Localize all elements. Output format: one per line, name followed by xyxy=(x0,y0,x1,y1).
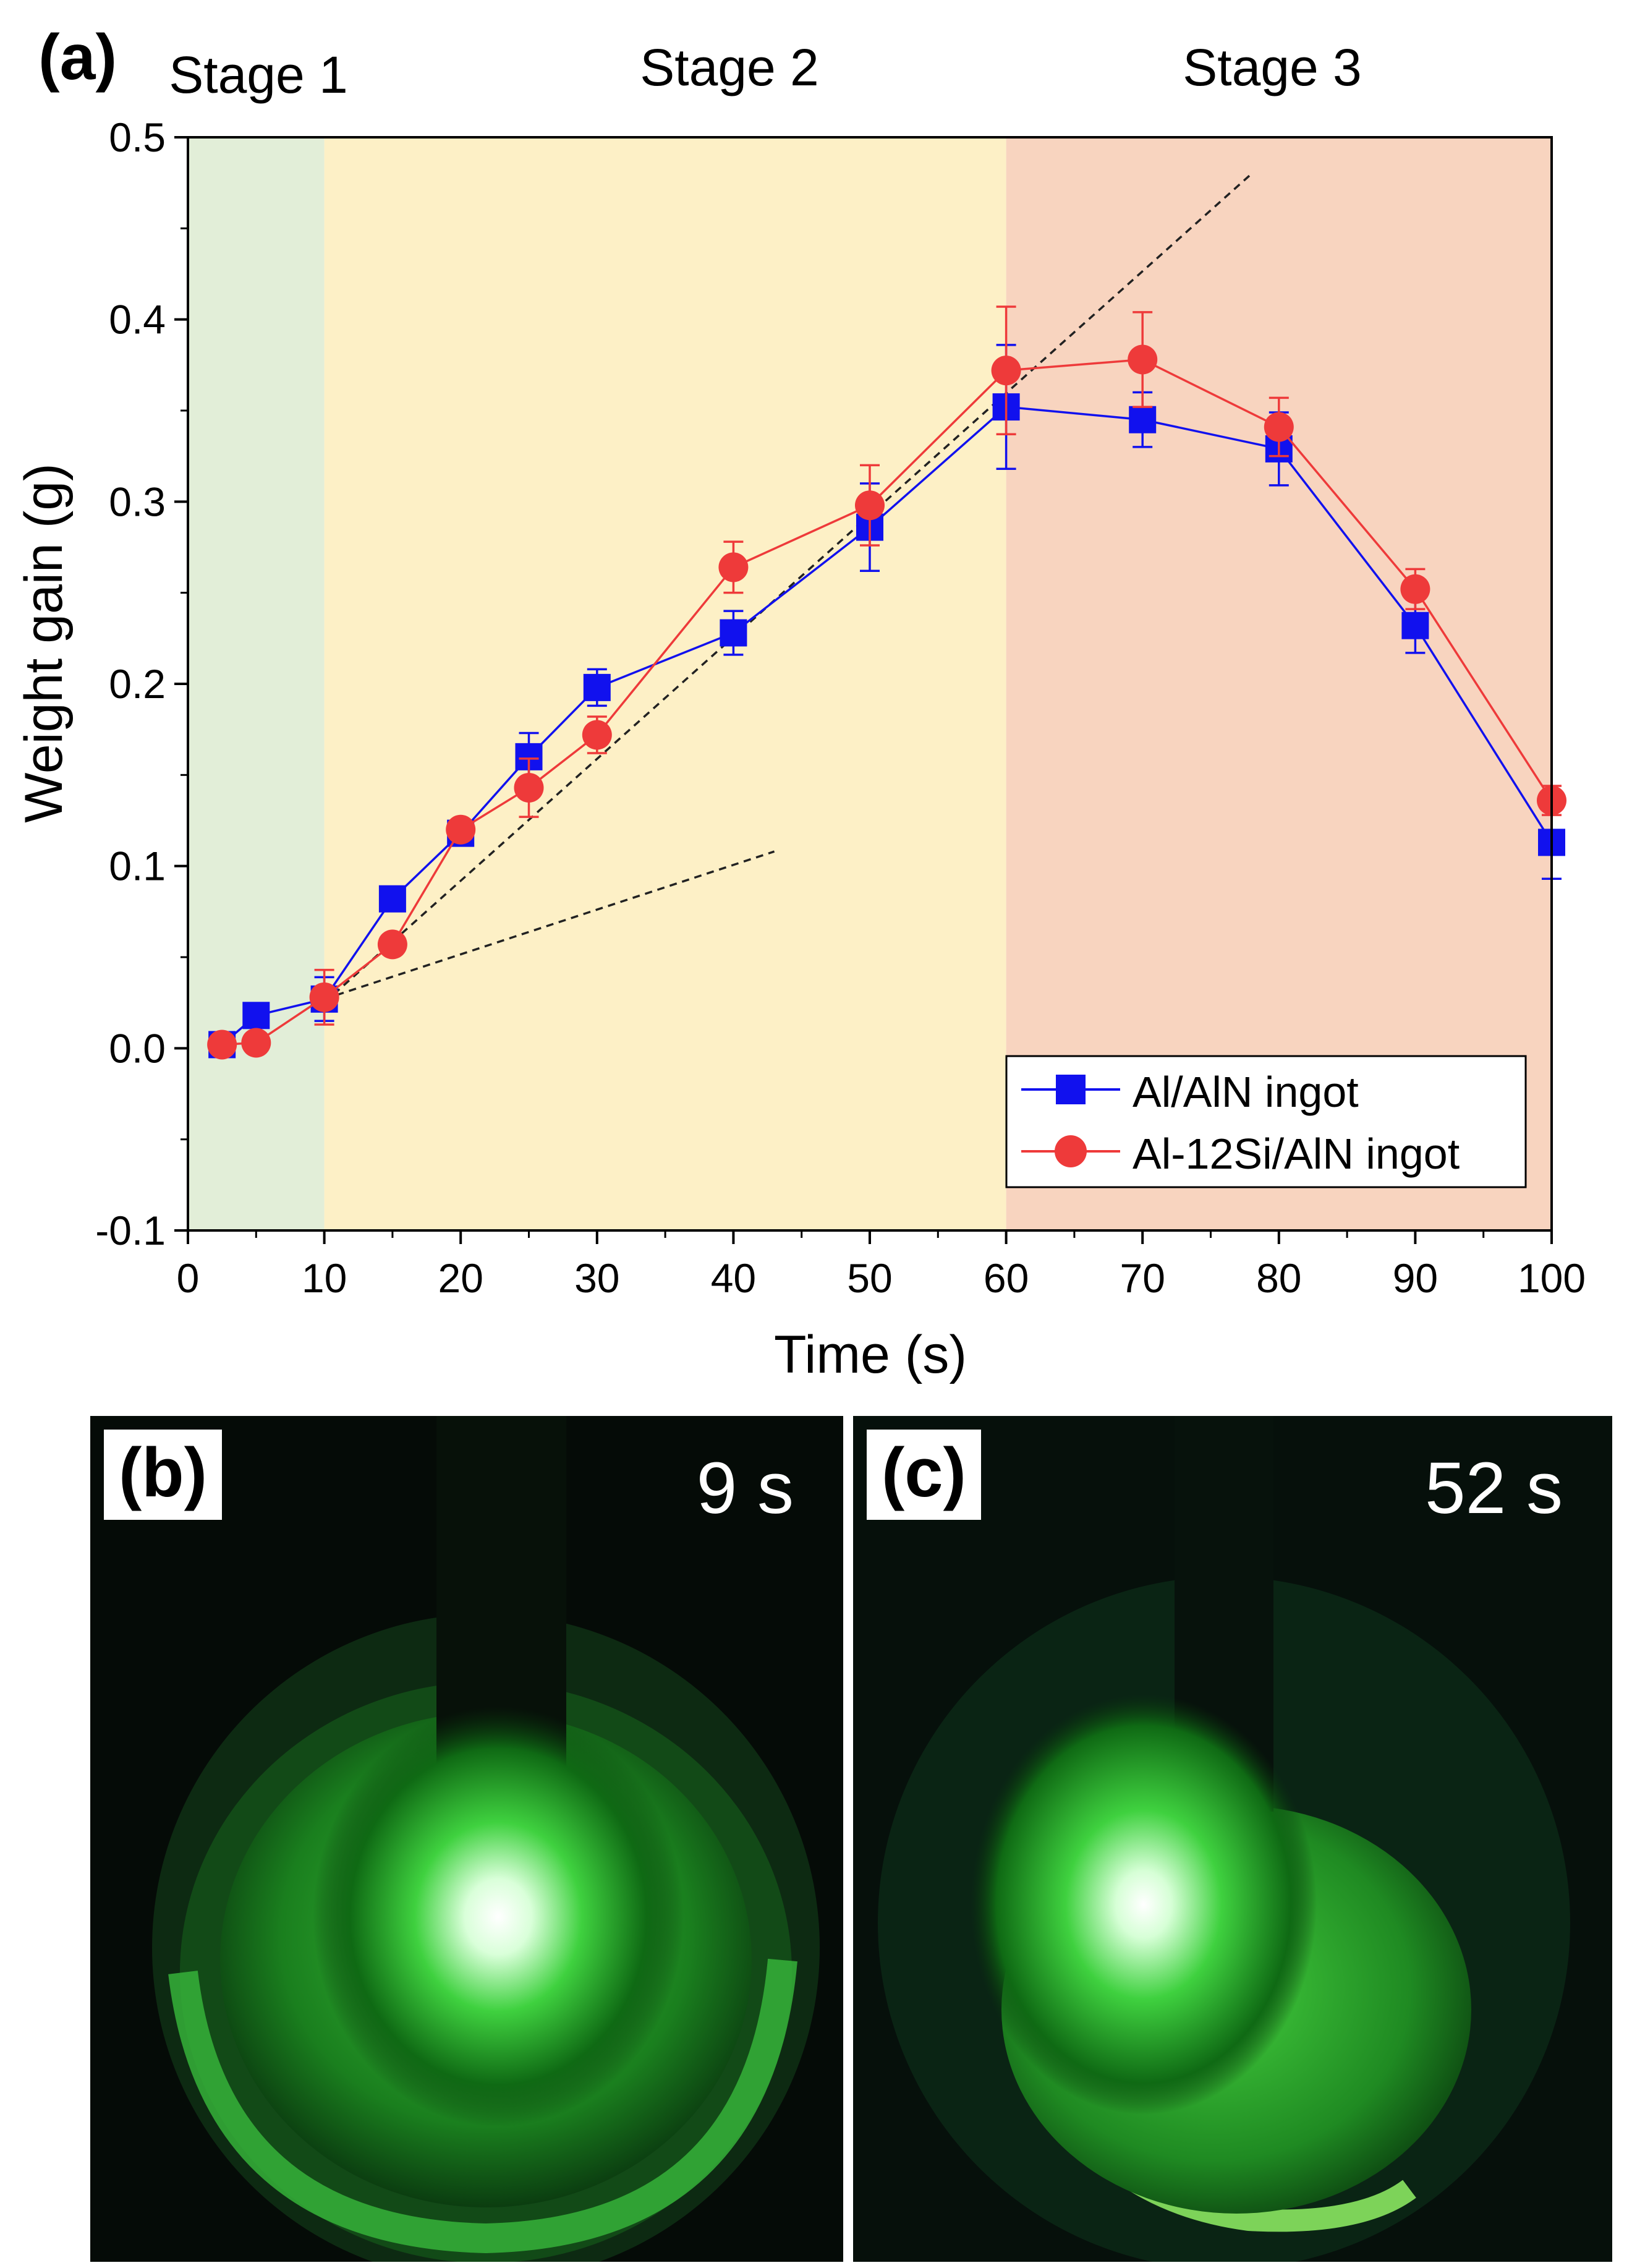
data-point xyxy=(991,356,1021,386)
stage-2-label: Stage 2 xyxy=(640,38,819,96)
series-line xyxy=(221,406,1553,1046)
melt-photo-c xyxy=(853,1416,1612,2262)
data-point xyxy=(1264,412,1294,442)
x-tick-label: 30 xyxy=(574,1255,619,1301)
x-tick-label: 90 xyxy=(1393,1255,1438,1301)
y-tick-label: 0.3 xyxy=(109,479,166,524)
data-point xyxy=(583,673,611,701)
data-point xyxy=(242,1002,270,1030)
y-axis-title: Weight gain (g) xyxy=(14,463,74,823)
panel-label-a: (a) xyxy=(38,22,117,93)
data-point xyxy=(377,929,407,960)
legend-label-alsi: Al-12Si/AlN ingot xyxy=(1133,1130,1460,1178)
legend-marker-alsi xyxy=(1055,1135,1087,1167)
data-point xyxy=(309,982,339,1012)
legend-box xyxy=(1005,1055,1527,1188)
data-point xyxy=(207,1030,237,1060)
time-stamp-b: 9 s xyxy=(696,1447,794,1529)
y-tick-label: 0.2 xyxy=(109,661,166,707)
legend: Al/AlN ingot Al-12Si/AlN ingot xyxy=(1005,1055,1527,1188)
weight-gain-chart: 0 10 20 30 40 50 60 70 80 90 100 -0.1 0.0 0.1 0.2 0.3 0.… xyxy=(14,22,1586,1384)
data-point xyxy=(378,885,406,913)
photo-panel-b: (b) 9 s xyxy=(90,1416,843,2262)
y-tick-label: 0.1 xyxy=(109,843,166,889)
x-axis-title: Time (s) xyxy=(774,1325,967,1384)
y-tick-label: 0.0 xyxy=(109,1025,166,1071)
x-tick-label: 10 xyxy=(302,1255,347,1301)
x-tick-label: 70 xyxy=(1120,1255,1165,1301)
data-point xyxy=(446,814,476,845)
x-tick-label: 80 xyxy=(1256,1255,1301,1301)
data-point xyxy=(241,1028,271,1058)
data-series xyxy=(207,305,1566,1060)
x-tick-label: 20 xyxy=(438,1255,483,1301)
axes: 0 10 20 30 40 50 60 70 80 90 100 -0.1 0.0 0.1 0.2 0.3 0.… xyxy=(95,114,1586,1301)
stage-3-label: Stage 3 xyxy=(1183,38,1362,96)
data-point xyxy=(514,772,544,803)
data-point xyxy=(1128,344,1158,375)
panel-label-b: (b) xyxy=(104,1430,223,1520)
data-point xyxy=(582,720,612,750)
trend-lines xyxy=(323,173,1252,1004)
series-2 xyxy=(207,305,1566,1060)
y-tick-label: -0.1 xyxy=(95,1208,166,1253)
time-stamp-c: 52 s xyxy=(1424,1447,1563,1529)
data-point xyxy=(855,490,885,521)
x-tick-label: 60 xyxy=(984,1255,1029,1301)
trend-line-1 xyxy=(324,850,775,1000)
panel-label-c: (c) xyxy=(867,1430,981,1520)
x-tick-label: 0 xyxy=(177,1255,200,1301)
data-point xyxy=(1401,612,1429,639)
data-point xyxy=(1129,406,1157,433)
stage-band-3 xyxy=(1006,137,1552,1230)
stage-band-1 xyxy=(188,137,325,1230)
photo-panel-c: (c) 52 s xyxy=(853,1416,1612,2262)
data-point xyxy=(720,619,747,647)
x-tick-label: 100 xyxy=(1518,1255,1586,1301)
melt-photo-b xyxy=(90,1416,843,2262)
legend-marker-al xyxy=(1056,1075,1086,1104)
x-tick-label: 50 xyxy=(847,1255,892,1301)
y-tick-label: 0.4 xyxy=(109,297,166,343)
data-point xyxy=(718,552,749,582)
stage-band-2 xyxy=(324,137,1006,1230)
y-tick-label: 0.5 xyxy=(109,114,166,160)
stage-1-label: Stage 1 xyxy=(169,46,348,104)
stage-backgrounds xyxy=(188,137,1552,1230)
x-tick-label: 40 xyxy=(711,1255,756,1301)
legend-label-al: Al/AlN ingot xyxy=(1133,1068,1359,1116)
data-point xyxy=(1400,574,1430,604)
